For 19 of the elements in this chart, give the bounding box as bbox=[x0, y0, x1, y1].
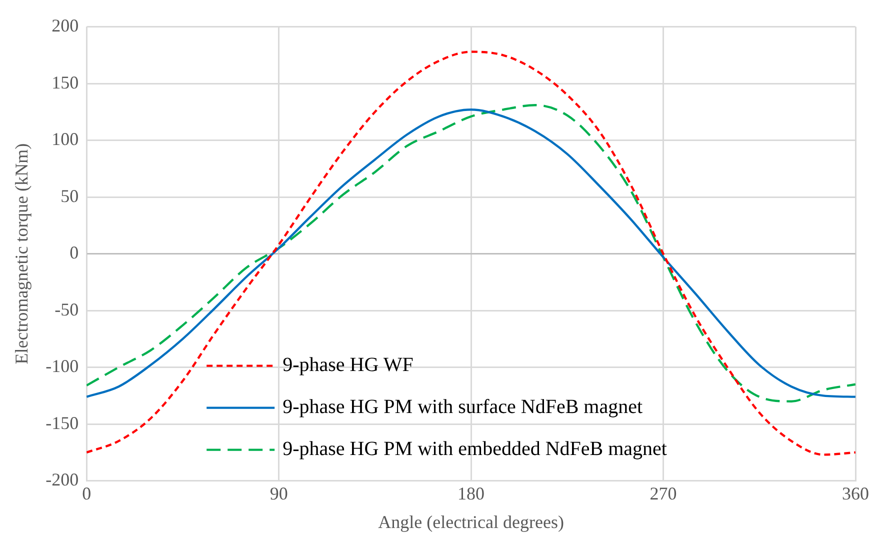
y-tick-label: 50 bbox=[60, 186, 79, 206]
y-tick-label: -150 bbox=[46, 412, 79, 433]
legend-label: 9-phase HG PM with surface NdFeB magnet bbox=[282, 396, 643, 418]
y-tick-label: -200 bbox=[46, 470, 79, 490]
y-tick-label: 0 bbox=[70, 242, 79, 263]
x-axis-title: Angle (electrical degrees) bbox=[378, 512, 564, 532]
legend-label: 9-phase HG WF bbox=[282, 354, 414, 376]
y-tick-label: 100 bbox=[52, 129, 79, 150]
x-tick-label: 180 bbox=[458, 483, 485, 504]
legend-label: 9-phase HG PM with embedded NdFeB magnet bbox=[282, 438, 668, 460]
x-tick-label: 270 bbox=[650, 483, 677, 504]
x-tick-label: 0 bbox=[82, 483, 92, 504]
y-axis-title: Electromagnetic torque (kNm) bbox=[12, 143, 32, 364]
y-tick-label: 200 bbox=[52, 16, 79, 36]
y-tick-label: 150 bbox=[52, 72, 79, 92]
y-tick-label: -100 bbox=[46, 356, 79, 376]
x-tick-label: 90 bbox=[270, 483, 288, 504]
y-tick-label: -50 bbox=[54, 299, 79, 320]
x-tick-label: 360 bbox=[842, 483, 869, 504]
